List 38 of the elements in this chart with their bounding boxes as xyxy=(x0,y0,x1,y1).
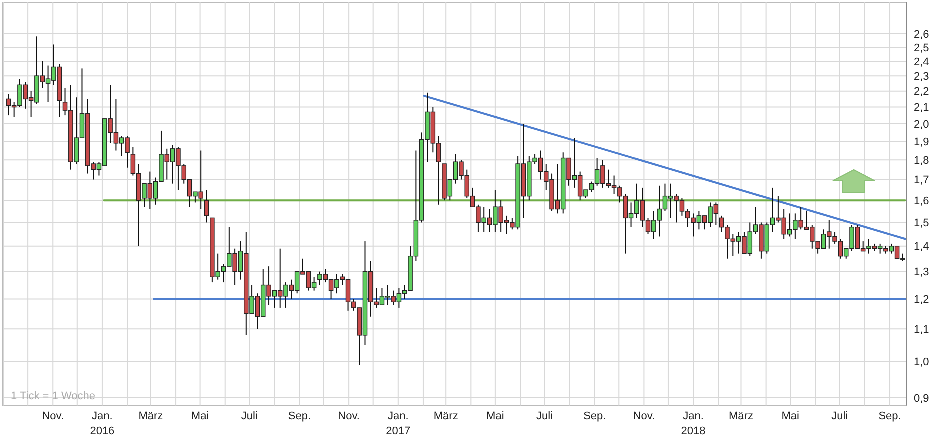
y-tick-label: 2,1 xyxy=(914,102,930,114)
y-tick-label: 2,6 xyxy=(914,28,930,41)
y-tick-label: 1,7 xyxy=(914,174,930,187)
x-tick-label: Juli xyxy=(536,410,554,423)
y-tick-label: 1,0 xyxy=(914,356,930,369)
annotation: 1 Tick = 1 Woche xyxy=(11,390,96,403)
y-tick-label: 0,9 xyxy=(914,392,930,405)
x-tick-label: März xyxy=(434,410,458,423)
y-tick-label: 2,5 xyxy=(914,42,930,54)
y-tick-label: 1,9 xyxy=(914,136,930,148)
x-tick-label: Juli xyxy=(832,410,848,423)
x-tick-label: Jan. 2018 xyxy=(681,410,706,436)
y-tick-label: 1,4 xyxy=(914,241,930,254)
x-tick-label: Mai xyxy=(782,410,800,423)
y-tick-label: 1,1 xyxy=(914,324,930,336)
x-tick-label: Jan. 2017 xyxy=(386,410,411,436)
y-tick-label: 2,4 xyxy=(914,56,930,68)
x-tick-label: Mai xyxy=(486,410,504,423)
x-tick-label: Mai xyxy=(191,410,210,423)
candlestick xyxy=(204,190,210,224)
y-tick-label: 2,0 xyxy=(914,118,930,131)
y-tick-label: 1,3 xyxy=(914,266,930,279)
x-tick-label: Sep. xyxy=(288,410,312,423)
y-tick-label: 1,6 xyxy=(914,195,930,208)
x-tick-label: Sep. xyxy=(878,410,902,423)
x-tick-label: Juli xyxy=(241,410,258,423)
y-tick-label: 1,8 xyxy=(914,155,930,168)
x-tick-label: Nov. xyxy=(42,410,64,423)
x-tick-label: März xyxy=(138,410,164,423)
x-tick-label: Jan. 2016 xyxy=(90,410,115,436)
y-tick-label: 1,5 xyxy=(914,218,930,230)
y-tick-label: 2,2 xyxy=(914,86,930,98)
x-tick-label: Nov. xyxy=(338,410,360,423)
x-tick-label: Nov. xyxy=(633,410,656,423)
x-tick-label: März xyxy=(729,410,754,423)
y-tick-label: 1,2 xyxy=(914,294,930,306)
x-tick-label: Sep. xyxy=(584,410,606,423)
y-tick-label: 2,3 xyxy=(914,70,930,83)
